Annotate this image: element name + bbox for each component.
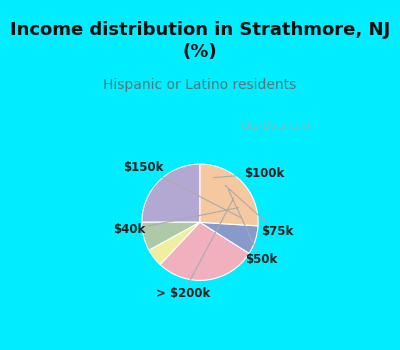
Text: City-Data.com: City-Data.com	[240, 121, 310, 131]
Text: Income distribution in Strathmore, NJ
(%): Income distribution in Strathmore, NJ (%…	[10, 21, 390, 61]
Text: $40k: $40k	[114, 208, 238, 236]
Wedge shape	[200, 164, 258, 226]
Wedge shape	[149, 222, 200, 265]
Text: $50k: $50k	[228, 189, 277, 266]
Wedge shape	[200, 222, 258, 253]
Text: $150k: $150k	[124, 161, 242, 218]
Wedge shape	[142, 222, 200, 250]
Text: $100k: $100k	[214, 167, 284, 180]
Text: Hispanic or Latino residents: Hispanic or Latino residents	[103, 78, 297, 92]
Wedge shape	[142, 164, 200, 222]
Text: > $200k: > $200k	[156, 198, 234, 300]
Text: $75k: $75k	[225, 186, 293, 238]
Wedge shape	[160, 222, 249, 280]
